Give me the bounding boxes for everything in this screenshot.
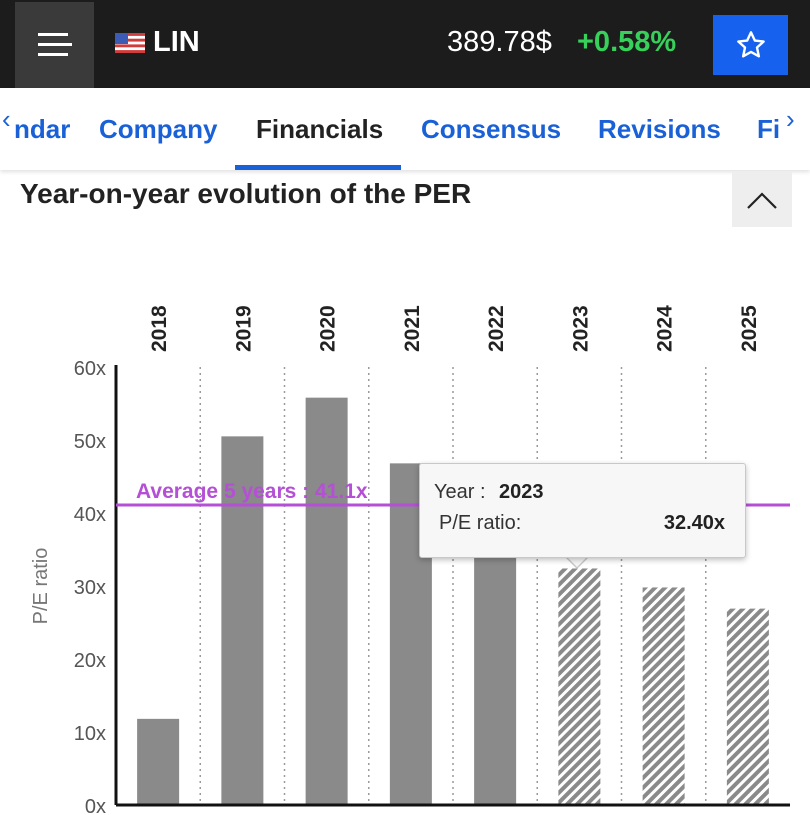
- tab-calendar[interactable]: ndar: [14, 114, 71, 144]
- scroll-right-icon[interactable]: ›: [786, 104, 795, 134]
- stock-price: 389.78$: [447, 26, 552, 58]
- x-tick-label: 2019: [232, 305, 255, 352]
- y-tick-label: 30x: [74, 577, 106, 599]
- x-tick-label: 2018: [148, 305, 171, 352]
- x-tick-label: 2023: [569, 305, 592, 352]
- y-tick-label: 60x: [74, 358, 106, 380]
- tooltip-ratio-value: 32.40x: [663, 512, 725, 534]
- tab-company[interactable]: Company: [99, 114, 218, 144]
- tab-fade: [0, 88, 14, 170]
- chevron-up-icon: [747, 191, 777, 209]
- top-bar: LIN 389.78$ +0.58%: [0, 0, 810, 88]
- watchlist-button[interactable]: [713, 15, 788, 75]
- us-flag-icon: [115, 33, 145, 53]
- bar-2018: [137, 718, 180, 805]
- tooltip-ratio-label: P/E ratio:: [439, 512, 522, 534]
- hamburger-icon: [37, 33, 72, 56]
- tab-revisions[interactable]: Revisions: [598, 114, 721, 144]
- y-tick-label: 50x: [74, 431, 106, 453]
- tab-more[interactable]: Fi: [757, 114, 781, 144]
- scroll-left-icon[interactable]: ‹: [2, 104, 11, 134]
- bar-2025: [726, 608, 769, 805]
- section-title: Year-on-year evolution of the PER: [20, 178, 472, 209]
- tab-financials[interactable]: Financials: [256, 114, 384, 144]
- x-tick-label: 2025: [738, 305, 761, 352]
- chart-tooltip: Year : 2023 P/E ratio: 32.40x: [419, 463, 746, 558]
- bar-2019: [221, 436, 264, 805]
- menu-button[interactable]: [15, 2, 94, 88]
- star-icon: [736, 31, 765, 58]
- y-tick-label: 40x: [74, 504, 106, 526]
- tab-consensus[interactable]: Consensus: [421, 114, 562, 144]
- average-label: Average 5 years : 41.1x: [136, 480, 368, 503]
- bar-2023: [558, 568, 601, 805]
- x-tick-label: 2021: [401, 305, 424, 352]
- active-tab-indicator: [235, 165, 401, 170]
- y-tick-label: 20x: [74, 650, 106, 672]
- y-tick-label: 0x: [85, 796, 106, 815]
- ticker-symbol: LIN: [153, 26, 200, 58]
- x-tick-label: 2020: [317, 305, 340, 352]
- tooltip-year-label: Year :: [434, 481, 486, 503]
- bar-2022: [474, 542, 517, 805]
- tooltip-year-value: 2023: [499, 481, 544, 503]
- x-tick-label: 2022: [485, 305, 508, 352]
- collapse-button[interactable]: [732, 172, 792, 227]
- bar-2024: [642, 587, 685, 805]
- x-tick-label: 2024: [654, 305, 677, 352]
- y-axis-title: P/E ratio: [30, 548, 52, 625]
- bar-2020: [305, 397, 348, 805]
- tab-bar: ndar Company Financials Consensus Revisi…: [0, 88, 810, 170]
- price-change: +0.58%: [577, 26, 677, 58]
- y-tick-label: 10x: [74, 723, 106, 745]
